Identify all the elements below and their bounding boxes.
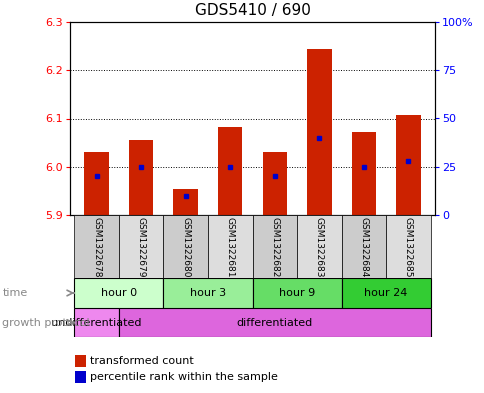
Text: percentile rank within the sample: percentile rank within the sample [90, 372, 278, 382]
Text: GSM1322679: GSM1322679 [136, 217, 145, 277]
Text: GSM1322682: GSM1322682 [270, 217, 279, 277]
Text: hour 24: hour 24 [363, 288, 407, 298]
Text: hour 9: hour 9 [278, 288, 315, 298]
Bar [351, 132, 375, 215]
Title: GDS5410 / 690: GDS5410 / 690 [194, 3, 310, 18]
Bar [341, 215, 385, 278]
Bar [75, 308, 119, 337]
Bar [341, 278, 430, 308]
Bar [75, 278, 163, 308]
Text: hour 3: hour 3 [190, 288, 226, 298]
Text: time: time [2, 288, 28, 298]
Text: GSM1322678: GSM1322678 [92, 217, 101, 277]
Bar [173, 189, 197, 215]
Text: growth protocol: growth protocol [2, 318, 90, 327]
Bar [252, 278, 341, 308]
Bar [163, 215, 208, 278]
Bar [163, 278, 252, 308]
Bar [75, 215, 119, 278]
Bar [208, 215, 252, 278]
Text: GSM1322680: GSM1322680 [181, 217, 190, 277]
Text: GSM1322681: GSM1322681 [225, 217, 234, 277]
Bar [296, 215, 341, 278]
Bar [262, 152, 287, 215]
Bar [119, 308, 430, 337]
Bar [129, 140, 153, 215]
Bar [217, 127, 242, 215]
Bar [306, 49, 331, 215]
Text: undifferentiated: undifferentiated [51, 318, 142, 327]
Bar [395, 115, 420, 215]
Bar [252, 215, 296, 278]
Text: GSM1322685: GSM1322685 [403, 217, 412, 277]
Text: GSM1322684: GSM1322684 [359, 217, 367, 277]
Bar [84, 152, 109, 215]
Bar [119, 215, 163, 278]
Text: GSM1322683: GSM1322683 [314, 217, 323, 277]
Text: transformed count: transformed count [90, 356, 194, 366]
Text: differentiated: differentiated [236, 318, 312, 327]
Text: hour 0: hour 0 [101, 288, 137, 298]
Bar [385, 215, 430, 278]
